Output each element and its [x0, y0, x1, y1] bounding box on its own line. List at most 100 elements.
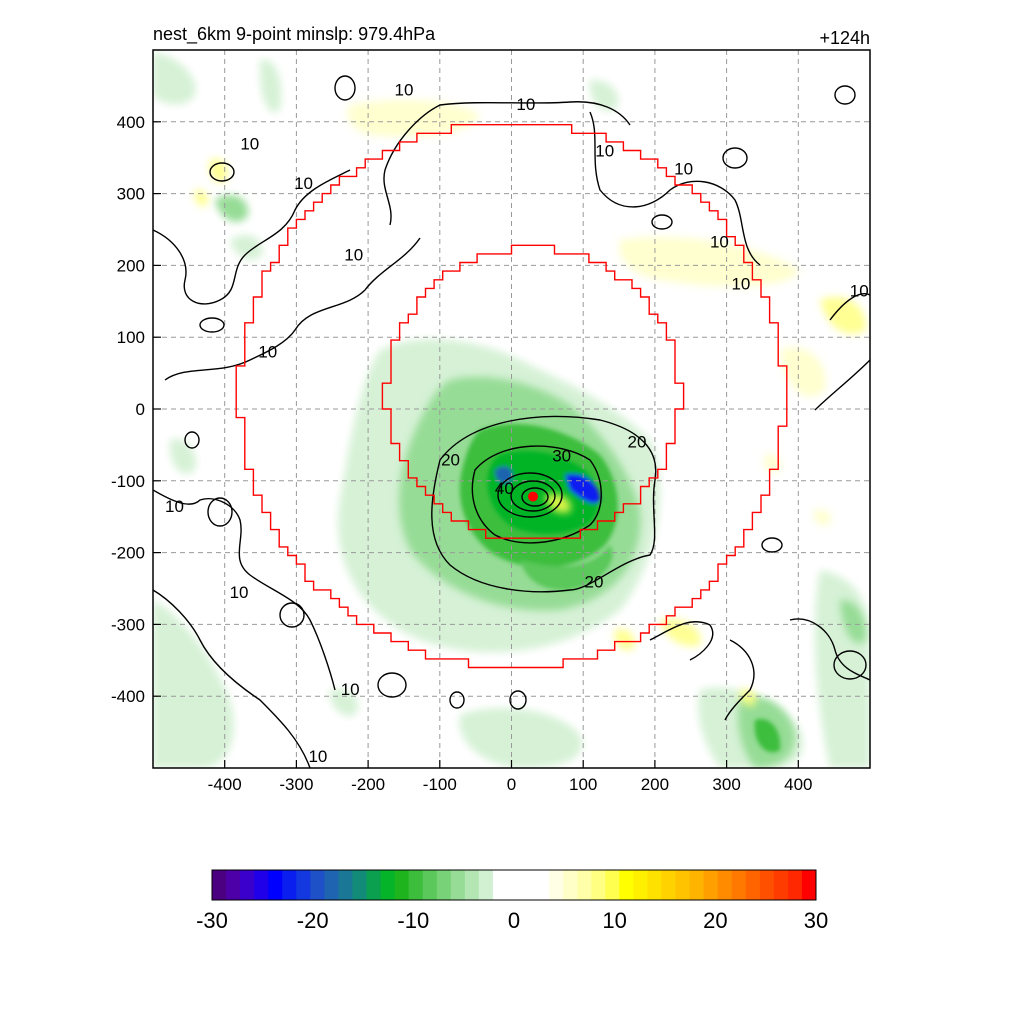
colorbar-swatch	[436, 870, 452, 900]
colorbar-swatch	[787, 870, 803, 900]
inner-nest-boundary	[381, 244, 685, 539]
forecast-hour-label: +124h	[819, 28, 870, 48]
contour-label: 10	[294, 174, 313, 193]
colorbar-swatch	[254, 870, 269, 900]
colorbar-swatch	[296, 870, 311, 900]
contour-label: 30	[552, 447, 571, 466]
y-tick-label: 0	[136, 400, 145, 419]
y-tick-label: 200	[117, 256, 145, 275]
contour-labels: 10 10 10 10 10 10 10 10 10 10 10 10 10 10 10 20 20 20 30 40	[165, 80, 869, 765]
x-axis: -400 -300 -200 -100 0 100 200 300 400	[208, 760, 812, 794]
y-tick-label: 100	[117, 328, 145, 347]
contour-label: 10	[341, 680, 360, 699]
colorbar-swatch	[450, 870, 466, 900]
contour-label: 10	[344, 246, 363, 265]
grid-lines	[153, 50, 870, 768]
x-tick-label: -400	[208, 775, 242, 794]
colorbar-swatch	[282, 870, 297, 900]
colorbar-swatch	[675, 870, 691, 900]
contour-label: 20	[441, 450, 460, 469]
y-tick-label: -100	[111, 472, 145, 491]
colorbar-swatch	[689, 870, 705, 900]
contour-blob-1	[209, 162, 235, 182]
x-tick-label: 400	[784, 775, 812, 794]
contour-label: 10	[240, 134, 259, 153]
colorbar-swatch	[591, 870, 606, 900]
contour-40-ring	[497, 472, 563, 518]
contour-label: 10	[258, 343, 277, 362]
contour-blob-9	[279, 602, 305, 628]
contour-blob-6	[509, 690, 527, 710]
contour-blob-8	[377, 672, 407, 698]
colorbar-swatch	[731, 870, 747, 900]
colorbar-tick-label: 30	[804, 908, 828, 933]
colorbar-swatch	[478, 870, 494, 900]
contour-60-ring	[521, 487, 549, 507]
colorbar-swatch	[759, 870, 775, 900]
x-tick-label: 0	[507, 775, 516, 794]
colorbar-swatch	[647, 870, 662, 900]
contour-blob-13	[834, 85, 856, 105]
colorbar: -30 -20 -10 0 10 20 30	[196, 869, 828, 933]
colorbar-swatch	[394, 870, 410, 900]
colorbar-swatch	[801, 870, 817, 900]
colorbar-swatch	[366, 870, 382, 900]
colorbar-swatch	[240, 870, 255, 900]
y-tick-label: -400	[111, 687, 145, 706]
colorbar-swatch	[408, 870, 424, 900]
shading-yellow	[194, 99, 867, 707]
colorbar-swatch	[563, 870, 578, 900]
x-tick-label: 300	[712, 775, 740, 794]
shading-core	[487, 450, 600, 534]
contour-10-southwest-2	[153, 589, 311, 768]
colorbar-swatch	[310, 870, 325, 900]
contour-label: 10	[595, 142, 614, 161]
colorbar-swatch	[464, 870, 480, 900]
contour-label: 20	[584, 572, 603, 591]
contour-label: 40	[495, 479, 514, 498]
x-tick-label: -300	[279, 775, 313, 794]
chart-title: nest_6km 9-point minslp: 979.4hPa	[153, 24, 436, 45]
plot-area: 10 10 10 10 10 10 10 10 10 10 10 10 10 10 10 20 20 20 30 40	[153, 50, 870, 768]
contour-50-ring	[510, 480, 556, 512]
contour-blob-5	[761, 537, 783, 553]
contour-10-northeast	[589, 111, 761, 266]
x-tick-label: -200	[351, 775, 385, 794]
colorbar-swatch	[338, 870, 353, 900]
contour-lines	[153, 75, 870, 768]
x-tick-label: 100	[569, 775, 597, 794]
contour-label: 10	[308, 747, 327, 766]
contour-blob-10	[207, 497, 233, 527]
contour-label: 10	[710, 233, 729, 252]
contour-10-southeast-3	[789, 618, 870, 681]
contour-blob-3	[199, 317, 225, 333]
contour-label: 10	[731, 274, 750, 293]
colorbar-swatch	[521, 870, 536, 900]
colorbar-swatch	[577, 870, 592, 900]
contour-30-ring	[471, 445, 602, 544]
contour-blob-12	[334, 75, 356, 101]
colorbar-swatch	[745, 870, 761, 900]
contour-blob-2	[722, 147, 748, 169]
colorbar-tick-label: -20	[297, 908, 329, 933]
contour-label: 10	[230, 583, 249, 602]
y-axis: -400 -300 -200 -100 0 100 200 300 400	[111, 113, 161, 706]
x-tick-label: -100	[423, 775, 457, 794]
colorbar-tick-label: -30	[196, 908, 228, 933]
colorbar-tick-label: 20	[703, 908, 727, 933]
y-tick-label: -300	[111, 615, 145, 634]
contour-10-east-2	[814, 359, 870, 411]
colorbar-swatch	[226, 870, 241, 900]
contour-label: 20	[628, 432, 647, 451]
colorbar-swatch	[619, 870, 634, 900]
colorbar-swatch	[633, 870, 648, 900]
colorbar-swatch	[324, 870, 339, 900]
contour-label: 10	[516, 95, 535, 114]
colorbar-swatch	[717, 870, 733, 900]
colorbar-swatch	[212, 870, 227, 900]
x-tick-label: 200	[641, 775, 669, 794]
colorbar-swatch	[703, 870, 719, 900]
colorbar-swatch	[605, 870, 620, 900]
contour-blob-7	[449, 691, 465, 709]
colorbar-swatch	[492, 870, 508, 900]
